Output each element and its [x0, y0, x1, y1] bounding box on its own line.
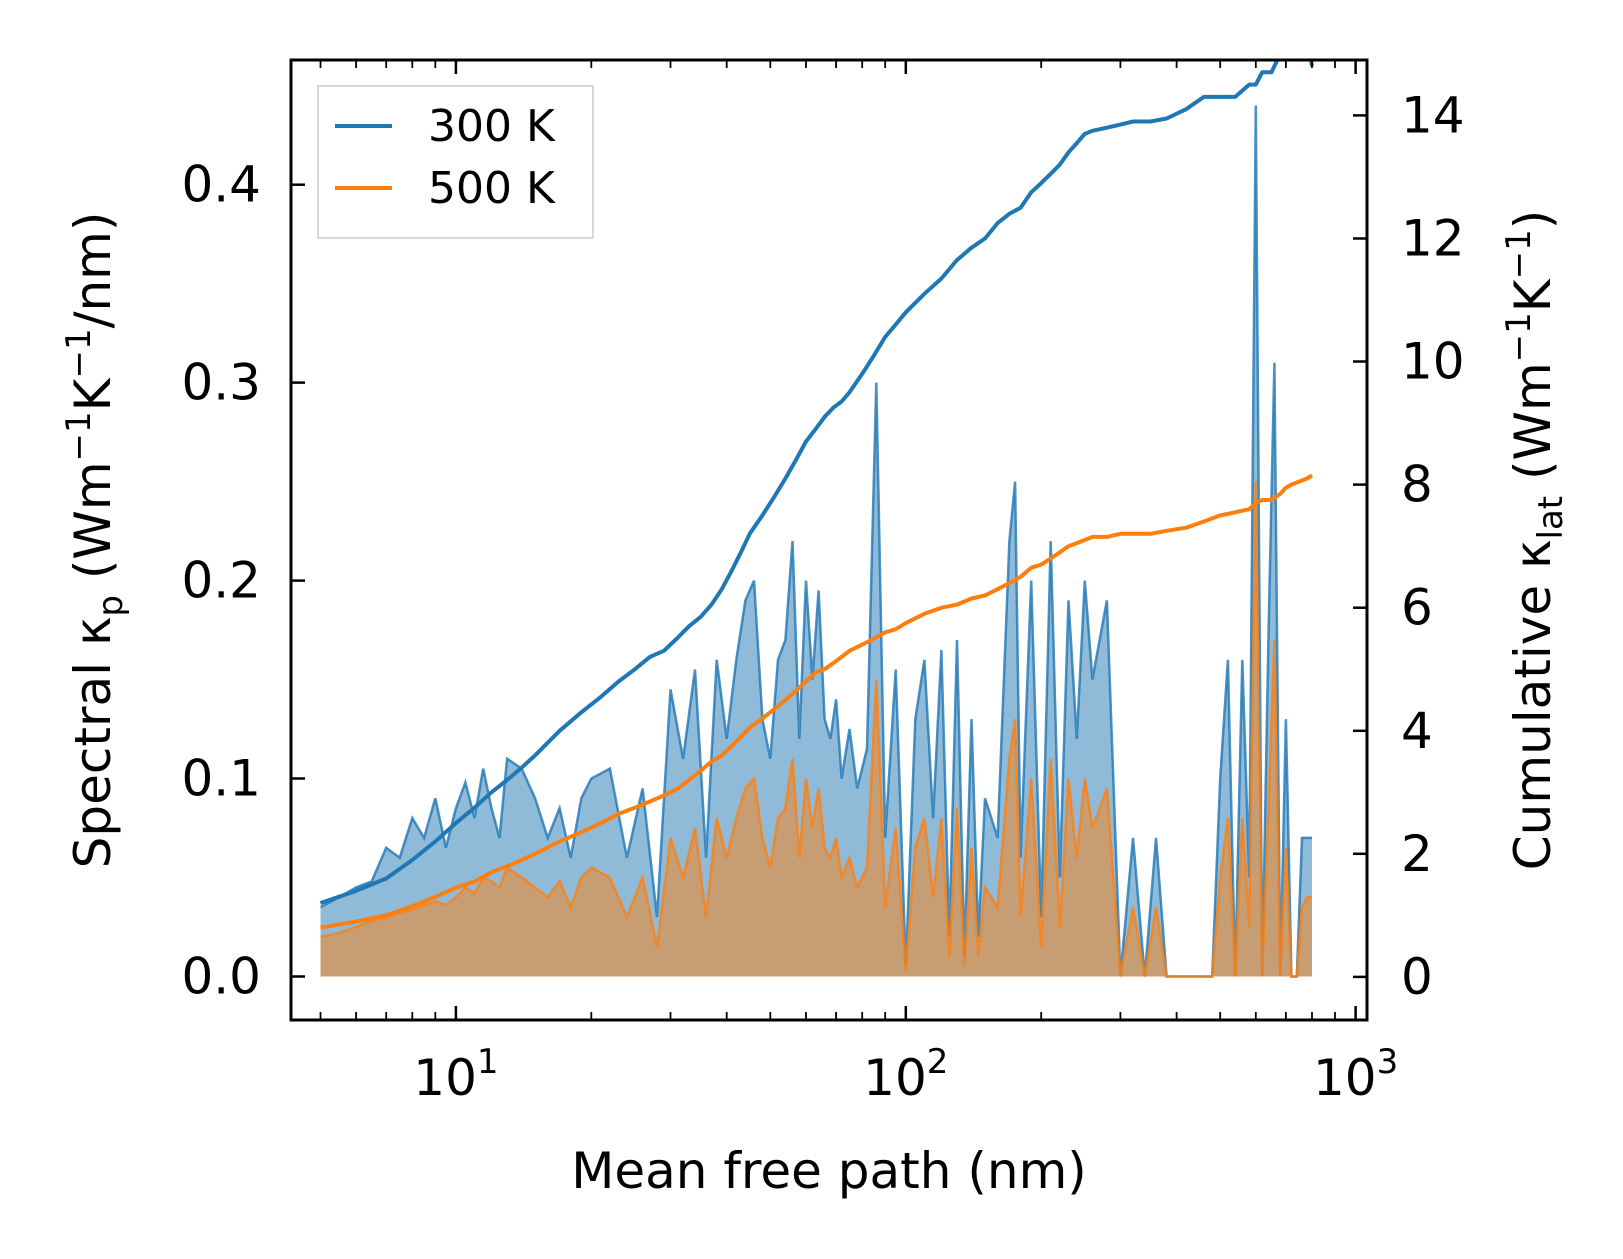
y-left-tick-label: 0.4: [181, 156, 261, 214]
x-tick-base: 10: [413, 1049, 477, 1107]
series-layer: [319, 60, 1314, 978]
y-left-sup2: −1: [59, 328, 99, 378]
y-right-tick-label: 12: [1401, 210, 1465, 268]
spectral-fill-500k: [320, 481, 1312, 977]
legend: 300 K 500 K: [317, 85, 594, 239]
x-tick-exponent: 2: [927, 1042, 949, 1082]
legend-box: [317, 85, 594, 239]
y-axis-label-left: Spectral κp (Wm−1K−1/nm): [59, 212, 131, 869]
y-left-units-open: (Wm: [64, 461, 122, 595]
y-right-tick-label: 14: [1401, 86, 1465, 144]
y-right-units-open: (Wm: [1504, 362, 1562, 496]
y-right-tick-label: 4: [1401, 702, 1433, 760]
y-right-mid: K: [1504, 278, 1562, 312]
cumulative-line-500k: [320, 473, 1314, 930]
y-left-tick-label: 0.3: [181, 354, 261, 412]
y-right-kappa: κ: [1504, 539, 1562, 568]
x-tick-label: 101: [413, 1042, 498, 1107]
y-right-sub: lat: [1531, 496, 1571, 540]
y-left-sub: p: [91, 595, 131, 617]
x-tick-base: 10: [1313, 1049, 1377, 1107]
y-right-tick-label: 0: [1401, 948, 1433, 1006]
y-left-tick-label: 0.1: [181, 750, 261, 808]
y-axis-label-right: Cumulative κlat (Wm−1K−1): [1499, 210, 1571, 870]
y-left-tick-label: 0.0: [181, 948, 261, 1006]
x-axis-label: Mean free path (nm): [571, 1142, 1087, 1200]
y-right-tick-label: 8: [1401, 456, 1433, 514]
legend-label-500k: 500 K: [428, 163, 556, 214]
y-right-tick-label: 6: [1401, 579, 1433, 637]
y-right-units-close: ): [1504, 210, 1562, 230]
y-right-tick-label: 2: [1401, 825, 1433, 883]
y-left-sup1: −1: [59, 411, 99, 461]
x-tick-base: 10: [863, 1049, 927, 1107]
y-right-tick-label: 10: [1401, 333, 1465, 391]
y-right-sup2: −1: [1499, 229, 1539, 279]
spectral-line-500k: [320, 481, 1312, 978]
legend-label-300k: 300 K: [428, 101, 556, 152]
cumulative-line-300k: [319, 60, 1314, 905]
y-left-kappa: κ: [64, 617, 122, 646]
x-tick-label: 103: [1313, 1042, 1398, 1107]
y-right-prefix: Cumulative: [1504, 569, 1562, 870]
x-tick-exponent: 3: [1377, 1042, 1399, 1082]
y-right-sup1: −1: [1499, 312, 1539, 362]
y-left-mid: K: [64, 377, 122, 411]
y-left-prefix: Spectral: [64, 646, 122, 868]
y-left-units-close: /nm): [64, 212, 122, 329]
x-tick-exponent: 1: [477, 1042, 499, 1082]
plot-frame: [289, 58, 1369, 1022]
y-left-tick-label: 0.2: [181, 552, 261, 610]
x-tick-label: 102: [863, 1042, 948, 1107]
